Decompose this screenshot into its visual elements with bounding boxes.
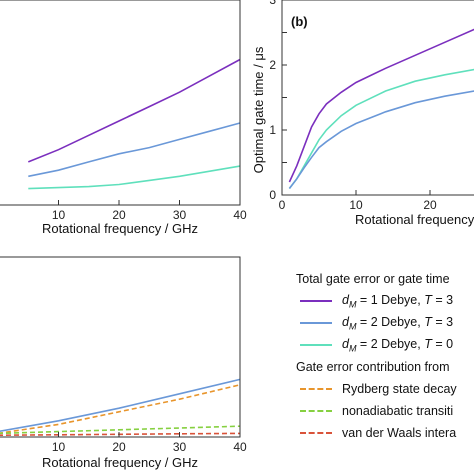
legend-contrib-item-label: Rydberg state decay: [342, 382, 457, 396]
panel-b-x-tick-label: 10: [349, 198, 363, 212]
legend-total-item: dM = 2 Debye, T = 3: [296, 312, 474, 334]
legend-contrib-item-label: van der Waals intera: [342, 426, 457, 440]
legend-total-item-label: dM = 1 Debye, T = 3: [342, 292, 454, 310]
legend-contrib-item: nonadiabatic transiti: [296, 400, 474, 422]
panel-b-series-line-3: [288, 90, 474, 189]
legend-swatch: [300, 388, 332, 390]
panel-a-frame: [0, 0, 241, 206]
legend-swatch: [300, 344, 332, 346]
legend-swatch: [300, 322, 332, 324]
panel-a-series-line-3: [28, 165, 241, 190]
panel-a-x-tick-label: 40: [233, 208, 247, 222]
legend-total-item-label: dM = 2 Debye, T = 0: [342, 336, 454, 354]
legend-contrib-item-label: nonadiabatic transiti: [342, 404, 454, 418]
panel-c-frame: [0, 256, 241, 438]
legend-contrib-items: Rydberg state decay nonadiabatic transiti…: [296, 378, 474, 444]
legend-total-item: dM = 1 Debye, T = 3: [296, 290, 474, 312]
panel-a-x-tick-label: 10: [52, 208, 66, 222]
panel-c-x-tick-label: 20: [112, 440, 126, 454]
panel-c-series-line-3: [0, 425, 241, 435]
panel-c: 10 20 30 40 Rotational frequency / GHz: [0, 256, 247, 470]
panel-a: 10 20 30 40 Rotational frequency / GHz: [0, 0, 247, 236]
legend-header-contrib: Gate error contribution from: [296, 360, 450, 374]
panel-b-tag: (b): [291, 14, 308, 29]
panel-b-y-tick-label: 2: [269, 58, 276, 72]
panel-a-x-axis-label: Rotational frequency / GHz: [42, 221, 198, 236]
panel-b-y-tick-label: 3: [269, 0, 276, 7]
panel-b-series-line-2: [288, 68, 474, 189]
panel-b: 0 10 20 0 1 2 3 (b) Rotational frequency Optim…: [251, 0, 474, 227]
panel-c-x-tick-label: 10: [52, 440, 66, 454]
legend-contrib-item: Rydberg state decay: [296, 378, 474, 400]
panel-a-x-tick-label: 30: [173, 208, 187, 222]
panel-c-x-tick-label: 40: [233, 440, 247, 454]
panel-b-frame: [281, 0, 474, 196]
panel-c-x-tick-label: 30: [173, 440, 187, 454]
legend: Total gate error or gate time dM = 1 Deb…: [296, 268, 474, 444]
panel-a-series-line-2: [28, 122, 241, 178]
legend-total-items: dM = 1 Debye, T = 3 dM = 2 Debye, T = 3 dM…: [296, 290, 474, 356]
legend-contrib-item: van der Waals intera: [296, 422, 474, 444]
legend-swatch: [300, 432, 332, 434]
panel-b-x-tick-label: 0: [279, 198, 286, 212]
panel-b-y-tick-label: 1: [269, 123, 276, 137]
panel-c-x-axis-label: Rotational frequency / GHz: [42, 455, 198, 470]
legend-swatch: [300, 300, 332, 302]
panel-c-series-line-1: [0, 378, 241, 433]
legend-swatch: [300, 410, 332, 412]
legend-header-total: Total gate error or gate time: [296, 272, 450, 286]
legend-total-item: dM = 2 Debye, T = 0: [296, 334, 474, 356]
panel-a-x-tick-label: 20: [112, 208, 126, 222]
panel-b-series-line-1: [288, 28, 474, 183]
panel-b-x-tick-label: 20: [423, 198, 437, 212]
legend-total-item-label: dM = 2 Debye, T = 3: [342, 314, 454, 332]
panel-c-series-line-2: [0, 384, 241, 434]
panel-b-y-tick-label: 0: [269, 188, 276, 202]
panel-b-x-axis-label: Rotational frequency: [355, 212, 474, 227]
panel-a-series-line-1: [28, 58, 241, 163]
panel-c-series-line-4: [0, 432, 241, 436]
panel-b-y-axis-label: Optimal gate time / μs: [251, 46, 266, 173]
